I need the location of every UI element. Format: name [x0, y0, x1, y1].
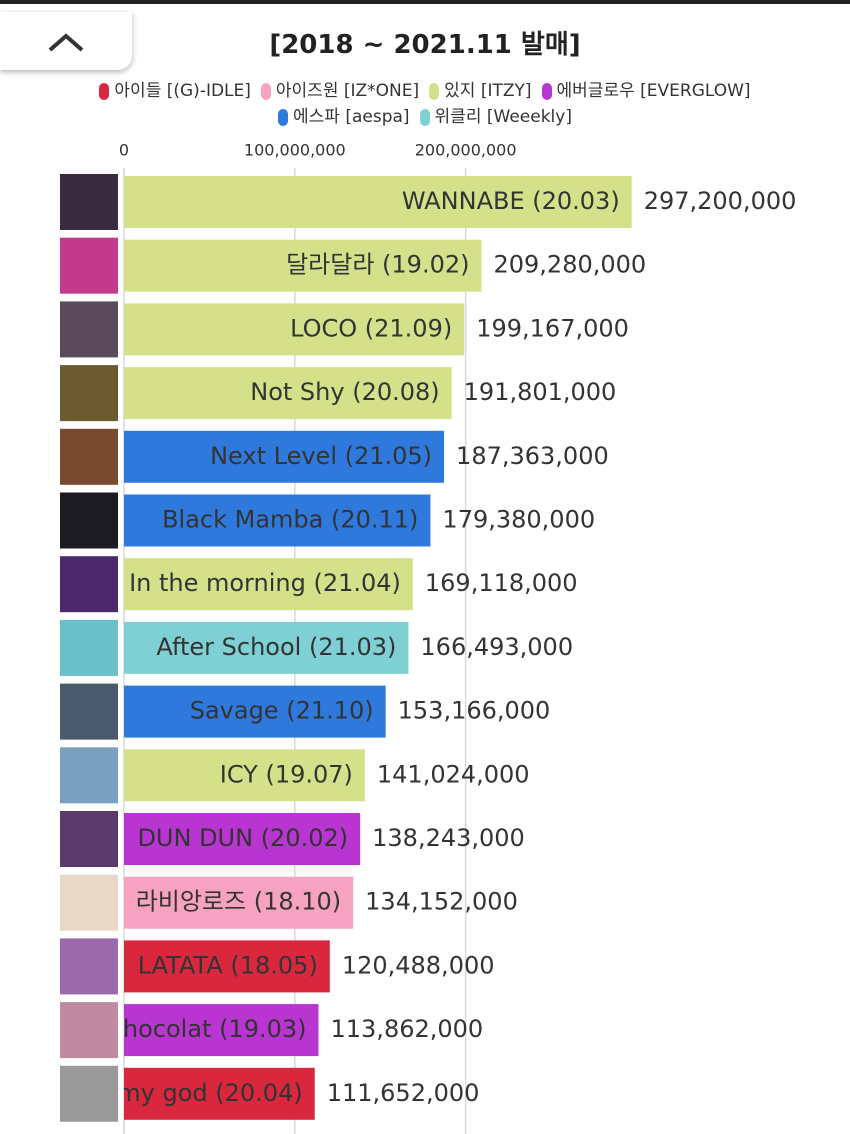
bar-label: In the morning (21.04) — [129, 569, 401, 597]
album-thumbnail — [60, 1002, 118, 1059]
bar — [124, 876, 354, 929]
legend: 아이들 [(G)-IDLE] 아이즈원 [IZ*ONE] 있지 [ITZY] 에버글로… — [55, 78, 795, 130]
bar — [124, 813, 361, 865]
bar-label: 라비앙로즈 (18.10) — [136, 888, 341, 916]
value-label: 111,652,000 — [327, 1079, 480, 1107]
bar-label: Savage (21.10) — [190, 697, 374, 725]
bar — [124, 430, 445, 483]
bar — [124, 1067, 315, 1120]
legend-item: 있지 [ITZY] — [429, 78, 532, 104]
bar-label: ICY (19.07) — [220, 760, 353, 788]
bar — [124, 685, 386, 738]
album-thumbnail — [60, 938, 118, 995]
bar-label: WANNABE (20.03) — [402, 187, 620, 215]
legend-swatch — [429, 82, 440, 100]
album-thumbnail — [60, 365, 118, 422]
legend-swatch — [278, 108, 289, 126]
x-tick-label: 200,000,000 — [415, 141, 517, 160]
album-thumbnail — [60, 174, 118, 230]
value-label: 166,493,000 — [420, 633, 573, 661]
album-thumbnail — [60, 301, 118, 358]
bar-label: Not Shy (20.08) — [250, 378, 439, 406]
legend-label: 위클리 [Weeekly] — [434, 107, 572, 127]
bar-label: After School (21.03) — [156, 633, 396, 661]
bar — [124, 494, 431, 547]
album-thumbnail — [60, 683, 118, 740]
value-label: 120,488,000 — [342, 951, 495, 979]
album-thumbnail — [60, 1065, 118, 1122]
x-tick-label: 100,000,000 — [244, 141, 346, 160]
bar — [124, 176, 632, 228]
bar — [124, 239, 482, 292]
top-bar — [0, 0, 850, 4]
bar — [124, 940, 330, 993]
bar — [124, 749, 365, 802]
legend-item: 아이들 [(G)-IDLE] — [99, 78, 251, 104]
bar-label: LOCO (21.09) — [290, 314, 452, 342]
collapse-button[interactable] — [0, 12, 132, 70]
bar-labels: WANNABE (20.03) 달라달라 (19.02) LOCO (21.09) N… — [117, 187, 620, 1107]
value-label: 134,152,000 — [365, 888, 518, 916]
legend-label: 에스파 [aespa] — [293, 107, 410, 127]
legend-swatch — [99, 82, 110, 100]
bar — [124, 367, 452, 420]
value-label: 138,243,000 — [372, 824, 525, 852]
value-label: 169,118,000 — [425, 569, 578, 597]
bar-label: Next Level (21.05) — [210, 442, 432, 470]
value-label: 199,167,000 — [476, 314, 629, 342]
bar — [124, 1004, 319, 1057]
legend-item: 에버글로우 [EVERGLOW] — [541, 78, 751, 104]
legend-swatch — [260, 82, 271, 100]
album-thumbnail — [60, 237, 118, 294]
bar — [124, 621, 409, 674]
legend-label: 있지 [ITZY] — [444, 81, 532, 101]
legend-item: 아이즈원 [IZ*ONE] — [260, 78, 420, 104]
chart-title: [2018 ~ 2021.11 발매] — [269, 30, 581, 60]
bar-label: Black Mamba (20.11) — [162, 506, 418, 534]
album-thumbnail — [60, 747, 118, 804]
bar-label: hocolat (19.03) — [123, 1015, 307, 1043]
bars — [124, 176, 632, 1120]
bar-label: DUN DUN (20.02) — [137, 824, 348, 852]
value-label: 141,024,000 — [377, 760, 530, 788]
bar-label: my god (20.04) — [117, 1079, 302, 1107]
legend-label: 아이들 [(G)-IDLE] — [114, 81, 251, 101]
legend-swatch — [419, 108, 430, 126]
value-label: 191,801,000 — [464, 378, 617, 406]
album-thumbnail — [60, 428, 118, 485]
bar — [124, 558, 413, 611]
value-label: 209,280,000 — [493, 251, 646, 279]
album-thumbnail — [60, 492, 118, 549]
legend-swatch — [541, 82, 552, 100]
value-label: 297,200,000 — [644, 187, 797, 215]
bar — [124, 303, 465, 356]
value-label: 187,363,000 — [456, 442, 609, 470]
album-thumbnail — [60, 619, 118, 676]
legend-label: 에버글로우 [EVERGLOW] — [556, 81, 751, 101]
legend-label: 아이즈원 [IZ*ONE] — [275, 81, 420, 101]
album-thumbnail — [60, 556, 118, 613]
bar-label: 달라달라 (19.02) — [286, 251, 469, 279]
chevron-up-icon — [48, 33, 84, 52]
value-label: 153,166,000 — [398, 697, 551, 725]
legend-item: 에스파 [aespa] — [278, 104, 410, 130]
album-thumbnail — [60, 811, 118, 867]
value-label: 179,380,000 — [442, 506, 595, 534]
bar-label: LATATA (18.05) — [138, 951, 318, 979]
legend-item: 위클리 [Weeekly] — [419, 104, 572, 130]
album-thumbnail — [60, 874, 118, 931]
value-label: 113,862,000 — [331, 1015, 484, 1043]
x-tick-label: 0 — [119, 141, 129, 160]
